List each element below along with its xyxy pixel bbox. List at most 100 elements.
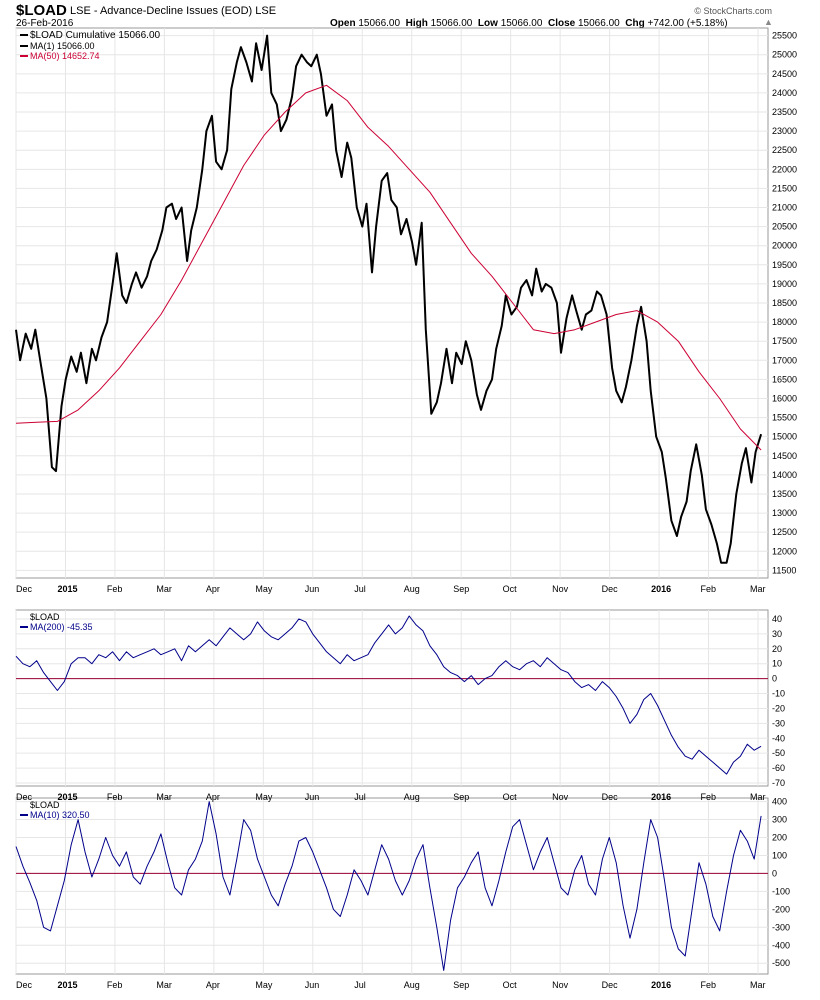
x-tick-label: 2016 [651,584,671,594]
legend-entry: $LOAD Cumulative 15066.00 [30,30,161,41]
panel-2-ytick-label: 200 [772,833,787,843]
panel-1-ytick-label: 30 [772,629,782,639]
panel-2-ytick-label: 400 [772,797,787,807]
x-tick-label: Feb [107,980,123,990]
collapse-arrow-icon[interactable]: ▲ [764,17,773,27]
x-tick-label: Sep [453,792,469,802]
x-tick-label: Sep [453,584,469,594]
x-tick-label: Mar [156,792,172,802]
panel-0-ytick-label: 24000 [772,88,797,98]
panel-1-ytick-label: -60 [772,763,785,773]
x-tick-label: May [255,980,273,990]
panel-2-ytick-label: 300 [772,815,787,825]
copyright-label: © StockCharts.com [694,6,772,16]
x-tick-label: Dec [16,980,33,990]
panel-1-ytick-label: 0 [772,674,777,684]
x-tick-label: Dec [602,584,619,594]
panel-2-ytick-label: -200 [772,904,790,914]
panel-0-ytick-label: 23000 [772,126,797,136]
panel-0-ytick-label: 16500 [772,374,797,384]
x-tick-label: Mar [156,584,172,594]
x-tick-label: 2016 [651,980,671,990]
x-tick-label: Dec [16,584,33,594]
x-tick-label: Nov [552,792,569,802]
series-line-1-0 [15,615,762,775]
panel-2-ytick-label: -300 [772,922,790,932]
panel-0-ytick-label: 20000 [772,241,797,251]
legend-entry: MA(10) 320.50 [30,810,90,820]
symbol-label: $LOAD [16,2,67,19]
panel-2-ytick-label: -100 [772,886,790,896]
x-tick-label: Jul [354,792,366,802]
x-tick-label: Apr [206,980,220,990]
panel-0-ytick-label: 21000 [772,203,797,213]
x-tick-label: Dec [602,980,619,990]
legend-entry: $LOAD [30,612,60,622]
x-tick-label: Mar [750,980,766,990]
x-tick-label: 2016 [651,792,671,802]
x-tick-label: Mar [750,584,766,594]
panel-0-ytick-label: 18500 [772,298,797,308]
panel-1-ytick-label: -50 [772,748,785,758]
panel-0-ytick-label: 17000 [772,355,797,365]
x-tick-label: Oct [503,792,518,802]
panel-0-ytick-label: 12500 [772,527,797,537]
panel-0-ytick-label: 19000 [772,279,797,289]
x-tick-label: Nov [552,980,569,990]
panel-1-ytick-label: -10 [772,689,785,699]
panel-0-ytick-label: 12000 [772,546,797,556]
panel-0-ytick-label: 19500 [772,260,797,270]
x-tick-label: Jul [354,980,366,990]
x-tick-label: Aug [404,980,420,990]
legend-entry: MA(200) -45.35 [30,622,93,632]
panel-0-ytick-label: 22000 [772,164,797,174]
x-tick-label: Jul [354,584,366,594]
x-tick-label: Feb [701,980,717,990]
panel-0-ytick-label: 13000 [772,508,797,518]
high-value: 15066.00 [430,18,473,29]
series-line-2-0 [15,801,762,971]
panel-2-ytick-label: 100 [772,850,787,860]
x-tick-label: Jun [305,792,320,802]
panel-0-ytick-label: 24500 [772,69,797,79]
panel-2-ytick-label: -400 [772,940,790,950]
x-tick-label: Aug [404,584,420,594]
panel-0-ytick-label: 25000 [772,50,797,60]
panel-2-ytick-label: 0 [772,868,777,878]
x-tick-label: Jun [305,584,320,594]
open-label: Open [330,18,356,29]
panel-0-ytick-label: 16000 [772,393,797,403]
panel-0-ytick-label: 14500 [772,451,797,461]
x-tick-label: Oct [503,584,518,594]
x-tick-label: Jun [305,980,320,990]
x-tick-label: Dec [16,792,33,802]
x-tick-label: Dec [602,792,619,802]
close-label: Close [547,18,576,29]
x-tick-label: Sep [453,980,469,990]
x-tick-label: Nov [552,584,569,594]
quote-bar: Open 15066.00 High 15066.00 Low 15066.00… [330,18,728,29]
panel-0-ytick-label: 11500 [772,565,796,575]
panel-1-ytick-label: -70 [772,778,785,788]
panel-1-ytick-label: -20 [772,703,785,713]
date-label: 26-Feb-2016 [16,18,74,29]
x-tick-label: Mar [750,792,766,802]
panel-0-ytick-label: 15500 [772,413,797,423]
x-tick-label: Apr [206,792,220,802]
panel-0-ytick-label: 13500 [772,489,797,499]
legend-entry: MA(1) 15066.00 [30,41,95,51]
panel-1-ytick-label: -30 [772,718,785,728]
close-value: 15066.00 [577,18,620,29]
chg-label: Chg [625,18,645,29]
open-value: 15066.00 [358,18,401,29]
panel-2-frame [15,797,769,975]
x-tick-label: Apr [206,584,220,594]
x-tick-label: Feb [701,792,717,802]
legend-entry: $LOAD [30,800,60,810]
panel-1-frame [15,609,769,787]
x-tick-label: Feb [107,584,123,594]
low-value: 15066.00 [500,18,543,29]
x-tick-label: 2015 [57,584,77,594]
x-tick-label: Feb [107,792,123,802]
